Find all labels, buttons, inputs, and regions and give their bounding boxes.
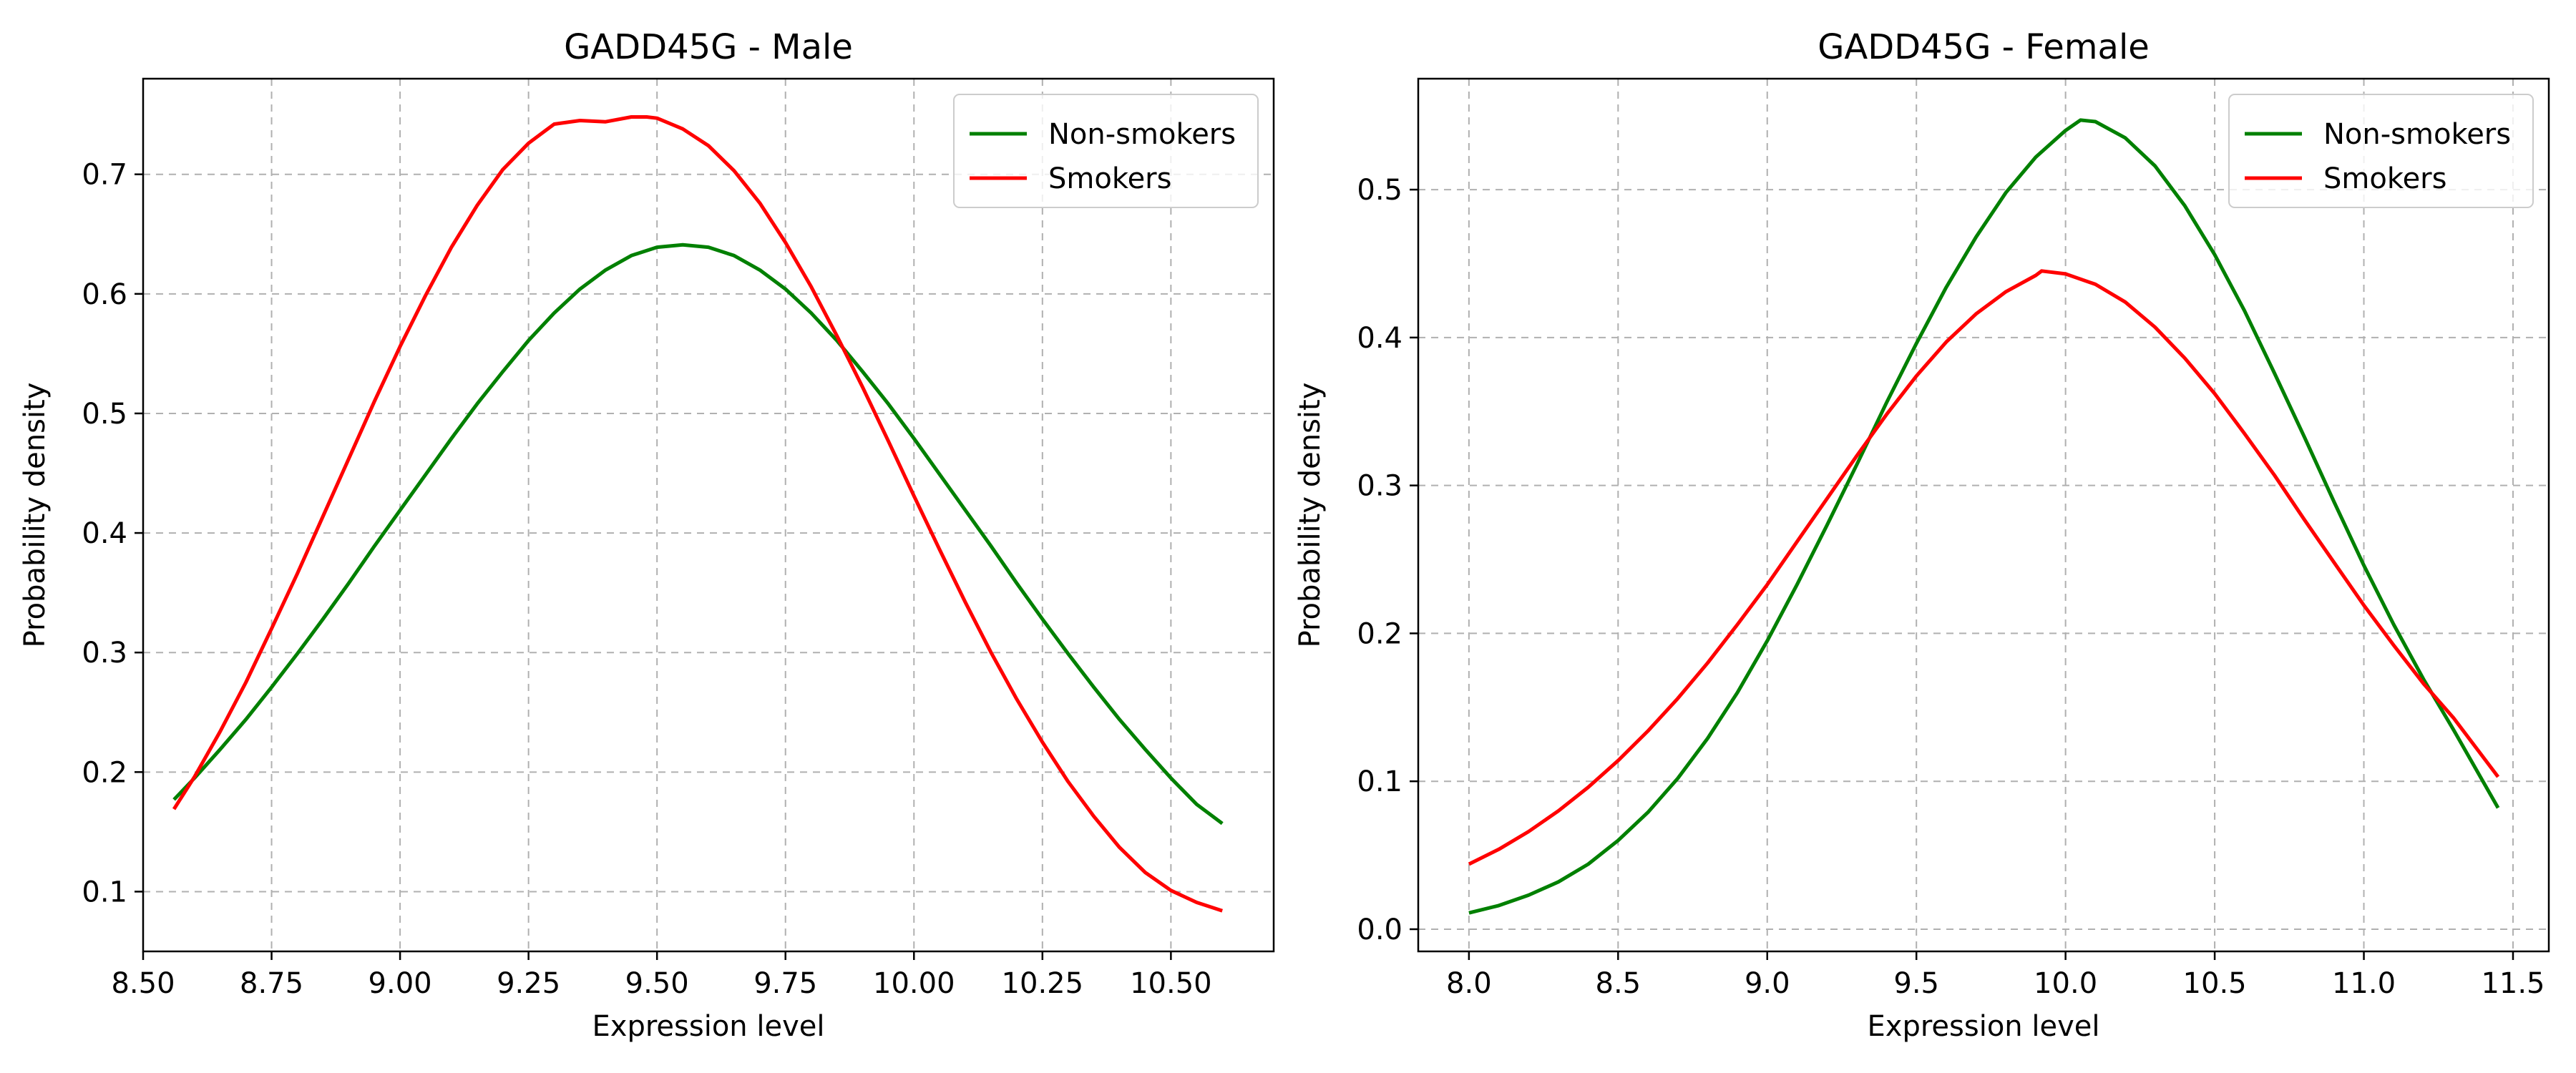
x-tick-label: 10.5	[2183, 967, 2247, 1000]
x-tick-label: 8.50	[111, 967, 175, 1000]
x-tick-label: 10.25	[1002, 967, 1084, 1000]
series-line-smokers	[172, 115, 1223, 913]
series-line-non-smokers	[172, 242, 1224, 825]
y-tick-label: 0.3	[1357, 470, 1402, 503]
x-tick-label: 10.0	[2034, 967, 2097, 1000]
x-tick-label: 9.75	[753, 967, 817, 1000]
x-tick-label: 11.0	[2332, 967, 2396, 1000]
plot-frame	[142, 77, 1275, 953]
legend-label-smokers: Smokers	[2323, 162, 2446, 195]
x-axis-label: Expression level	[1868, 1010, 2100, 1043]
y-axis-label: Probability density	[1294, 383, 1327, 648]
x-tick-label: 9.50	[625, 967, 689, 1000]
x-tick-label: 9.5	[1893, 967, 1939, 1000]
series-line-smokers	[1468, 269, 2500, 866]
legend-box	[953, 94, 1259, 208]
plot-frame	[1417, 77, 2550, 953]
y-tick-label: 0.6	[82, 278, 127, 311]
x-tick-label: 8.5	[1596, 967, 1641, 1000]
y-tick-label: 0.4	[82, 517, 127, 550]
x-axis-label: Expression level	[592, 1010, 825, 1043]
y-tick-label: 0.0	[1357, 913, 1402, 946]
y-axis-label: Probability density	[19, 383, 52, 648]
x-tick-label: 10.50	[1130, 967, 1212, 1000]
y-tick-label: 0.5	[1357, 174, 1402, 207]
legend: Non-smokers Smokers	[953, 94, 1259, 208]
y-tick-label: 0.1	[1357, 765, 1402, 798]
y-tick-label: 0.5	[82, 398, 127, 431]
panel-female: 8.0 8.5 9.0 9.5 10.0 10.5 11.0 11.5 0.0 0.1 0.2 0.3…	[1294, 27, 2550, 1043]
x-tick-label: 9.00	[369, 967, 432, 1000]
series-line-non-smokers	[1468, 118, 2500, 915]
y-tick-label: 0.1	[82, 876, 127, 908]
x-tick-label: 8.0	[1446, 967, 1492, 1000]
y-tick-label: 0.7	[82, 159, 127, 192]
x-tick-label: 9.25	[497, 967, 560, 1000]
legend-label-non-smokers: Non-smokers	[2323, 118, 2511, 151]
legend-label-smokers: Smokers	[1048, 162, 1171, 195]
x-tick-label: 11.5	[2481, 967, 2545, 1000]
legend: Non-smokers Smokers	[2228, 94, 2534, 208]
y-tick-label: 0.3	[82, 637, 127, 670]
legend-box	[2228, 94, 2534, 208]
panel-male: 8.50 8.75 9.00 9.25 9.50 9.75 10.00 10.25 10.50 0…	[19, 27, 1275, 1043]
y-tick-label: 0.4	[1357, 322, 1402, 355]
legend-label-non-smokers: Non-smokers	[1048, 118, 1236, 151]
x-tick-label: 8.75	[240, 967, 303, 1000]
chart-title: GADD45G - Female	[1818, 27, 2150, 67]
x-tick-label: 10.00	[873, 967, 955, 1000]
y-tick-label: 0.2	[82, 756, 127, 789]
x-tick-label: 9.0	[1745, 967, 1790, 1000]
chart-title: GADD45G - Male	[564, 27, 853, 67]
y-tick-label: 0.2	[1357, 617, 1402, 650]
